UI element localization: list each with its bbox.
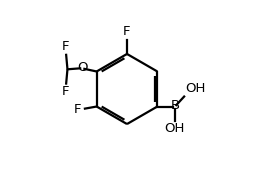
Text: B: B xyxy=(170,99,179,112)
Text: OH: OH xyxy=(165,122,185,135)
Text: OH: OH xyxy=(185,82,206,95)
Text: F: F xyxy=(74,103,82,116)
Text: F: F xyxy=(123,25,131,38)
Text: F: F xyxy=(62,40,69,53)
Text: O: O xyxy=(77,61,88,74)
Text: F: F xyxy=(62,85,69,98)
